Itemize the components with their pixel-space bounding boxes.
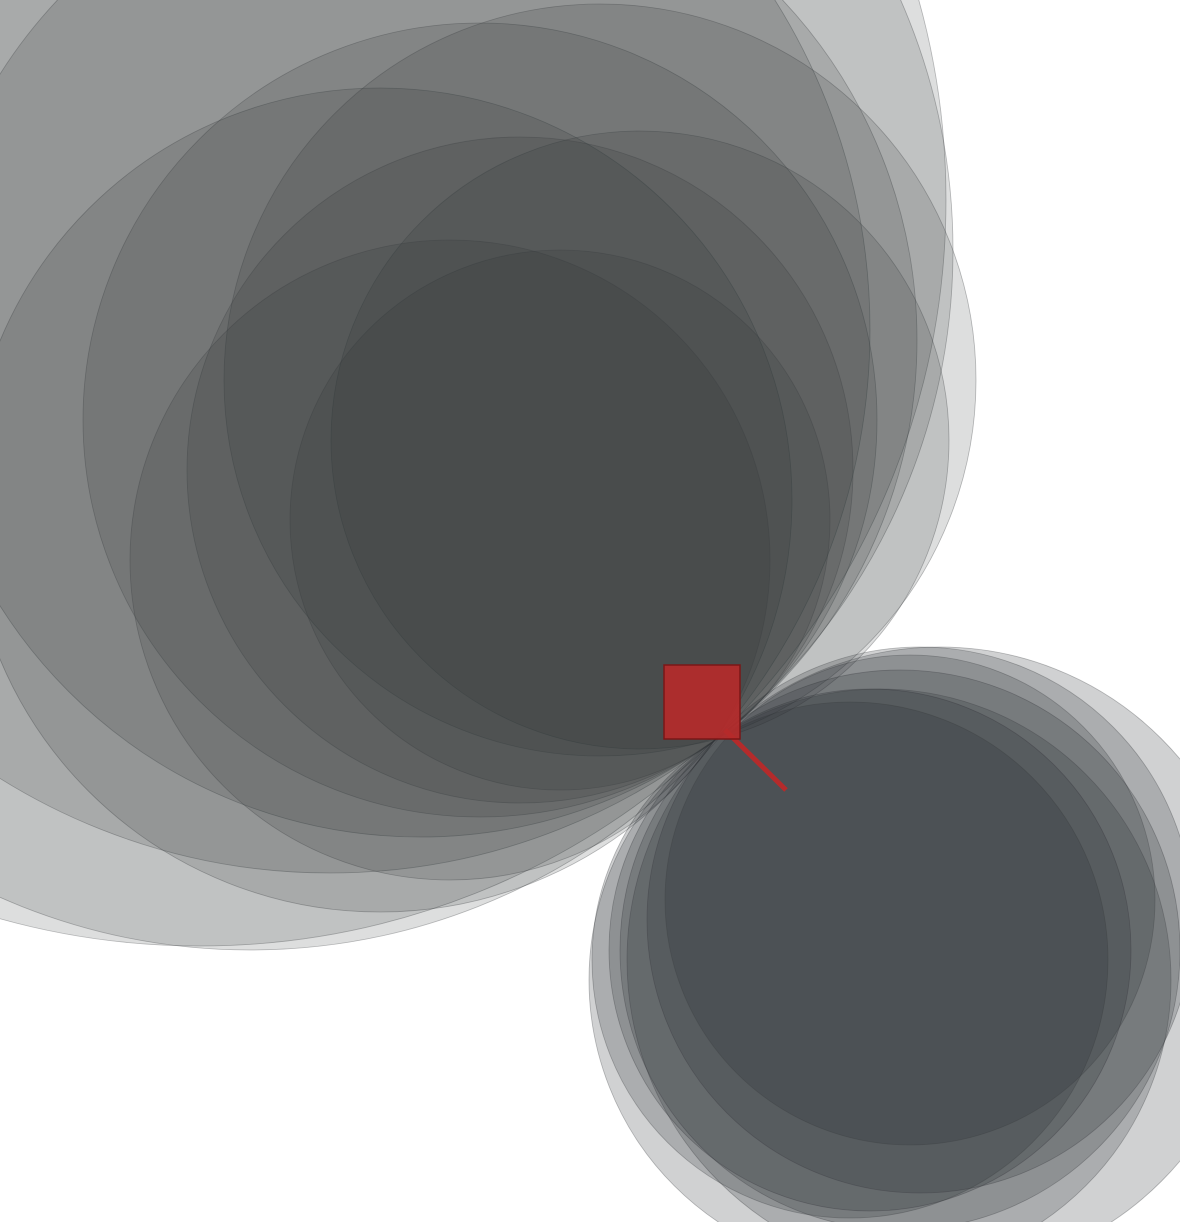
circle (186, 136, 854, 804)
circle (289, 249, 831, 791)
circle (0, 0, 954, 874)
red-marker (663, 664, 788, 792)
circle (619, 669, 1180, 1222)
circle (0, 0, 918, 838)
lower-right-circles (588, 646, 1180, 1222)
circle (82, 22, 878, 818)
circle (626, 646, 1180, 1222)
circle (608, 688, 1132, 1212)
circle (223, 3, 977, 757)
circle (588, 688, 1172, 1222)
circle (129, 239, 771, 881)
circle (330, 130, 950, 750)
red-square (663, 664, 741, 740)
circle (664, 654, 1156, 1146)
upper-left-circles (0, 0, 977, 951)
red-stroke (723, 728, 788, 792)
circle (0, 0, 871, 951)
circle (591, 701, 1109, 1219)
circle (0, 87, 793, 913)
